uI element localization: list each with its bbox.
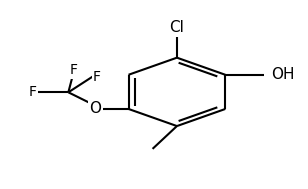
Text: Cl: Cl <box>169 20 184 35</box>
Text: F: F <box>29 85 37 99</box>
Text: F: F <box>70 63 78 77</box>
Text: OH: OH <box>271 67 295 82</box>
Text: F: F <box>93 70 101 84</box>
Text: O: O <box>90 101 102 116</box>
